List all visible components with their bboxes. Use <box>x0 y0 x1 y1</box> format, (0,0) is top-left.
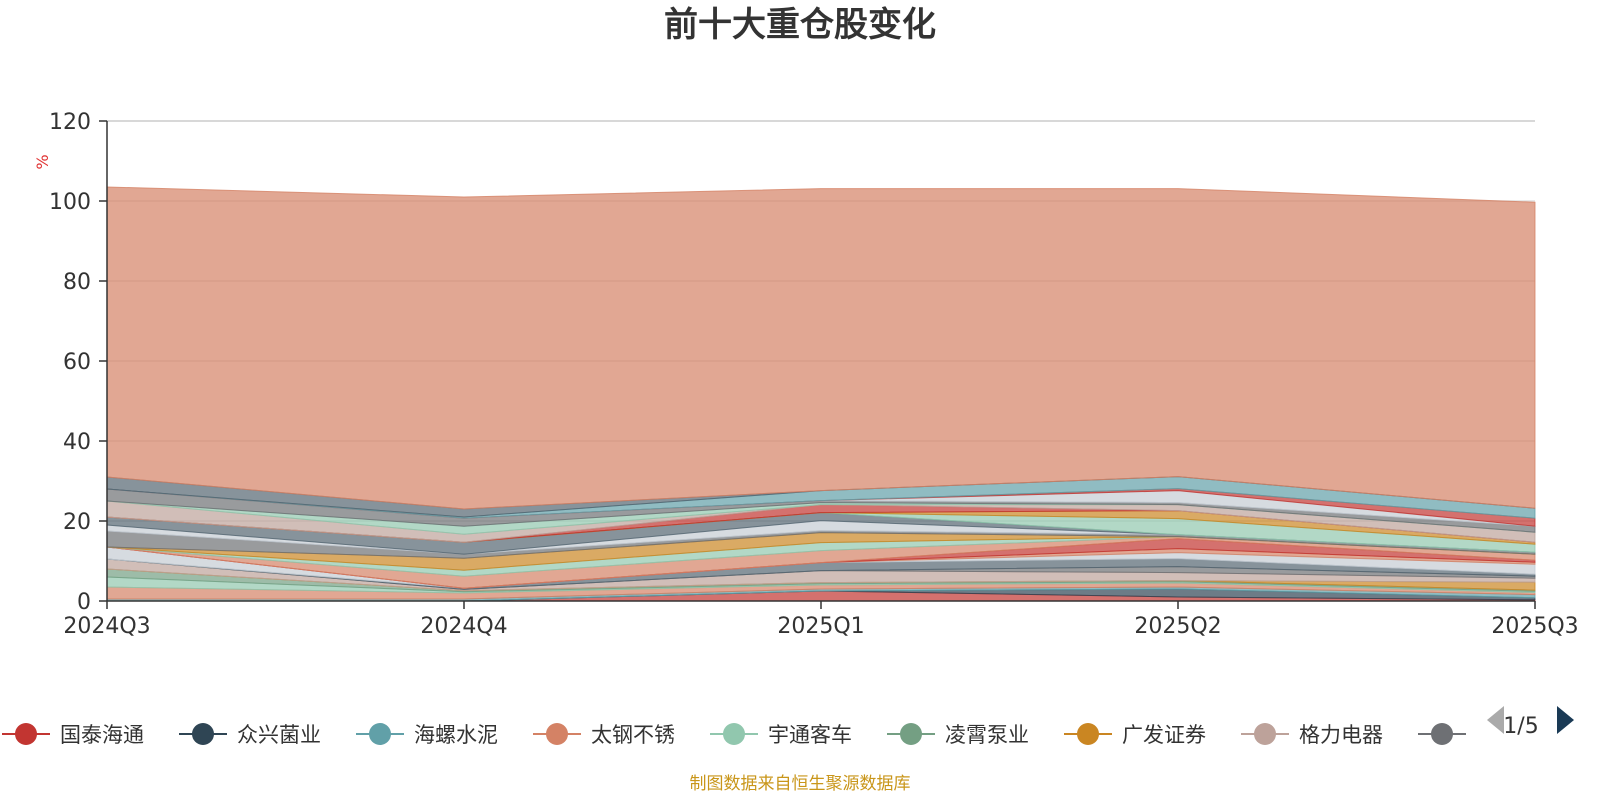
legend-label: 众兴菌业 <box>237 723 321 747</box>
legend-item[interactable]: 宇通客车 <box>710 723 852 747</box>
y-tick-label: 120 <box>49 110 91 135</box>
legend-label: 广发证券 <box>1122 723 1206 747</box>
y-tick-label: 80 <box>63 270 91 295</box>
legend-marker-icon <box>1431 723 1453 745</box>
legend: 国泰海通 众兴菌业 海螺水泥 太钢不锈 宇通客车 凌霄泵业 广发证券 格力电器 <box>2 723 1466 747</box>
legend-marker-icon <box>15 723 37 745</box>
legend-marker-icon <box>900 723 922 745</box>
y-tick-label: 100 <box>49 190 91 215</box>
area-series-29[interactable] <box>106 186 1536 510</box>
axis-layer <box>99 120 1536 609</box>
x-tick-label: 2024Q4 <box>420 614 507 639</box>
legend-prev-arrow-icon[interactable] <box>1487 706 1504 734</box>
legend-label: 格力电器 <box>1299 723 1383 747</box>
y-tick-label: 60 <box>63 350 91 375</box>
chart-title: 前十大重仓股变化 <box>664 5 936 45</box>
legend-item[interactable] <box>1418 723 1466 745</box>
y-tick-label: 20 <box>63 510 91 535</box>
legend-marker-icon <box>546 723 568 745</box>
x-tick-label: 2024Q3 <box>63 614 150 639</box>
x-tick-label: 2025Q2 <box>1134 614 1221 639</box>
legend-item[interactable]: 太钢不锈 <box>533 723 675 747</box>
legend-item[interactable]: 广发证券 <box>1064 723 1206 747</box>
legend-marker-icon <box>192 723 214 745</box>
legend-label: 宇通客车 <box>768 723 852 747</box>
legend-label: 凌霄泵业 <box>945 723 1029 747</box>
x-tick-label: 2025Q3 <box>1491 614 1578 639</box>
area-layer <box>106 186 1536 602</box>
legend-item[interactable]: 凌霄泵业 <box>887 723 1029 747</box>
y-tick-label: 40 <box>63 430 91 455</box>
legend-marker-icon <box>369 723 391 745</box>
legend-next-arrow-icon[interactable] <box>1557 706 1574 734</box>
legend-label: 太钢不锈 <box>591 723 675 747</box>
legend-page-indicator: 1/5 <box>1503 714 1538 739</box>
data-source-note: 制图数据来自恒生聚源数据库 <box>690 774 911 794</box>
legend-label: 国泰海通 <box>60 723 144 747</box>
legend-marker-icon <box>1077 723 1099 745</box>
y-tick-label: 0 <box>77 590 91 615</box>
legend-item[interactable]: 格力电器 <box>1241 723 1383 747</box>
legend-marker-icon <box>723 723 745 745</box>
legend-marker-icon <box>1254 723 1276 745</box>
x-tick-labels: 2024Q3 2024Q4 2025Q1 2025Q2 2025Q3 <box>63 614 1578 639</box>
legend-item[interactable]: 众兴菌业 <box>179 723 321 747</box>
legend-item[interactable]: 海螺水泥 <box>356 723 498 747</box>
legend-item[interactable]: 国泰海通 <box>2 723 144 747</box>
legend-label: 海螺水泥 <box>414 723 498 747</box>
legend-pager: 1/5 <box>1487 706 1574 739</box>
y-axis-unit-label: % <box>33 154 52 169</box>
y-tick-labels: 0 20 40 60 80 100 120 <box>49 110 91 615</box>
x-tick-label: 2025Q1 <box>777 614 864 639</box>
